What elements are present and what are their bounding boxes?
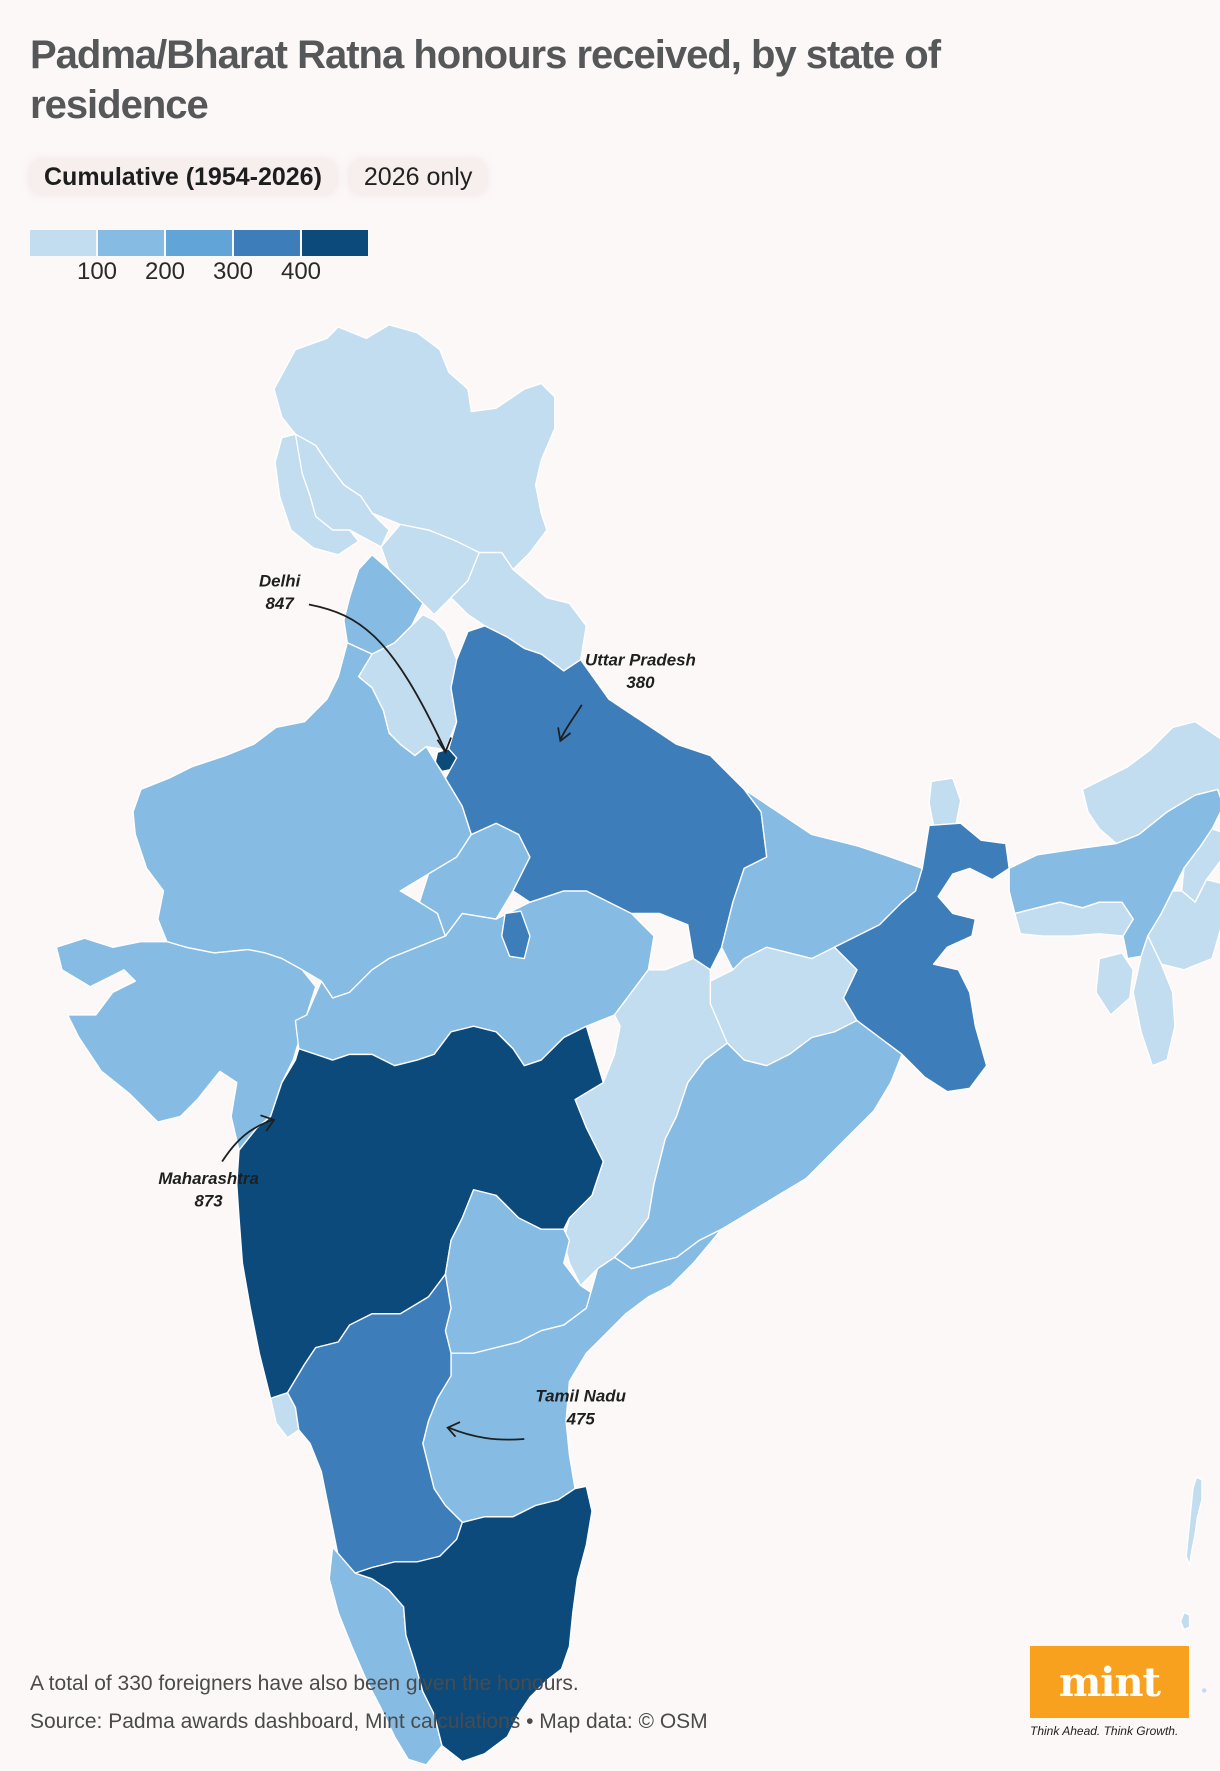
legend-swatch-4 [234, 230, 300, 256]
arrow-icon [308, 603, 447, 752]
mint-logo: mint [1030, 1646, 1189, 1718]
legend-tick: 100 [76, 258, 118, 285]
tab-cumulative[interactable]: Cumulative (1954-2026) [30, 160, 336, 194]
legend-tick: 400 [280, 258, 322, 285]
legend-tick: 200 [144, 258, 186, 285]
arrowhead-icon [557, 727, 572, 743]
color-legend: 100 200 300 400 [30, 230, 370, 286]
state-meghalaya[interactable] [1014, 901, 1134, 937]
view-toggle: Cumulative (1954-2026) 2026 only [30, 160, 487, 194]
state-mizoram[interactable] [1132, 935, 1176, 1067]
state-west-bengal[interactable] [833, 822, 1010, 1093]
arrowhead-icon [436, 737, 452, 755]
state-andaman-island-2 [1179, 1611, 1191, 1631]
state-punjab[interactable] [343, 554, 424, 655]
legend-swatch-1 [30, 230, 96, 256]
mint-logo-text: mint [1058, 1658, 1161, 1706]
source-line: Source: Padma awards dashboard, Mint cal… [30, 1710, 708, 1733]
annotation-uttar-pradesh: Uttar Pradesh 380 [557, 650, 696, 743]
footnote: A total of 330 foreigners have also been… [30, 1672, 579, 1695]
legend-swatch-3 [166, 230, 232, 256]
arrowhead-icon [260, 1114, 276, 1132]
arrow-icon [559, 704, 583, 741]
annotation-maharashtra-value: 873 [194, 1192, 223, 1211]
state-nicobar-islet [1201, 1688, 1207, 1693]
state-sikkim[interactable] [928, 777, 962, 827]
annotation-up-value: 380 [626, 673, 655, 692]
arrow-icon [448, 1426, 525, 1441]
tab-2026-only[interactable]: 2026 only [349, 160, 487, 194]
annotation-maharashtra: Maharashtra 873 [158, 1114, 276, 1211]
state-arunachal-pradesh[interactable] [1081, 721, 1220, 845]
state-uttar-pradesh-enclave[interactable] [501, 910, 531, 960]
annotation-delhi-value: 847 [266, 594, 296, 613]
mint-tagline: Think Ahead. Think Growth. [1030, 1724, 1179, 1738]
annotation-delhi: Delhi 847 [259, 571, 452, 755]
arrowhead-icon [446, 1421, 461, 1438]
state-andaman-nicobar[interactable] [1185, 1476, 1203, 1566]
state-gujarat[interactable] [55, 937, 317, 1151]
arrow-icon [221, 1118, 274, 1163]
annotation-maharashtra-name: Maharashtra [158, 1169, 259, 1188]
state-tripura[interactable] [1095, 952, 1134, 1016]
state-karnataka[interactable] [286, 1273, 463, 1574]
annotation-tn-value: 475 [566, 1409, 596, 1428]
state-jammu-kashmir-west[interactable] [274, 433, 360, 556]
annotation-tamil-nadu: Tamil Nadu 475 [446, 1387, 627, 1441]
state-odisha[interactable] [613, 1019, 903, 1270]
annotation-delhi-name: Delhi [259, 571, 301, 590]
legend-swatch-2 [98, 230, 164, 256]
legend-tick: 300 [212, 258, 254, 285]
legend-swatch-5 [302, 230, 368, 256]
chart-title: Padma/Bharat Ratna honours received, by … [30, 33, 941, 127]
annotation-up-name: Uttar Pradesh [585, 650, 696, 669]
state-tamil-nadu[interactable] [354, 1485, 593, 1763]
annotation-tn-name: Tamil Nadu [535, 1387, 626, 1406]
